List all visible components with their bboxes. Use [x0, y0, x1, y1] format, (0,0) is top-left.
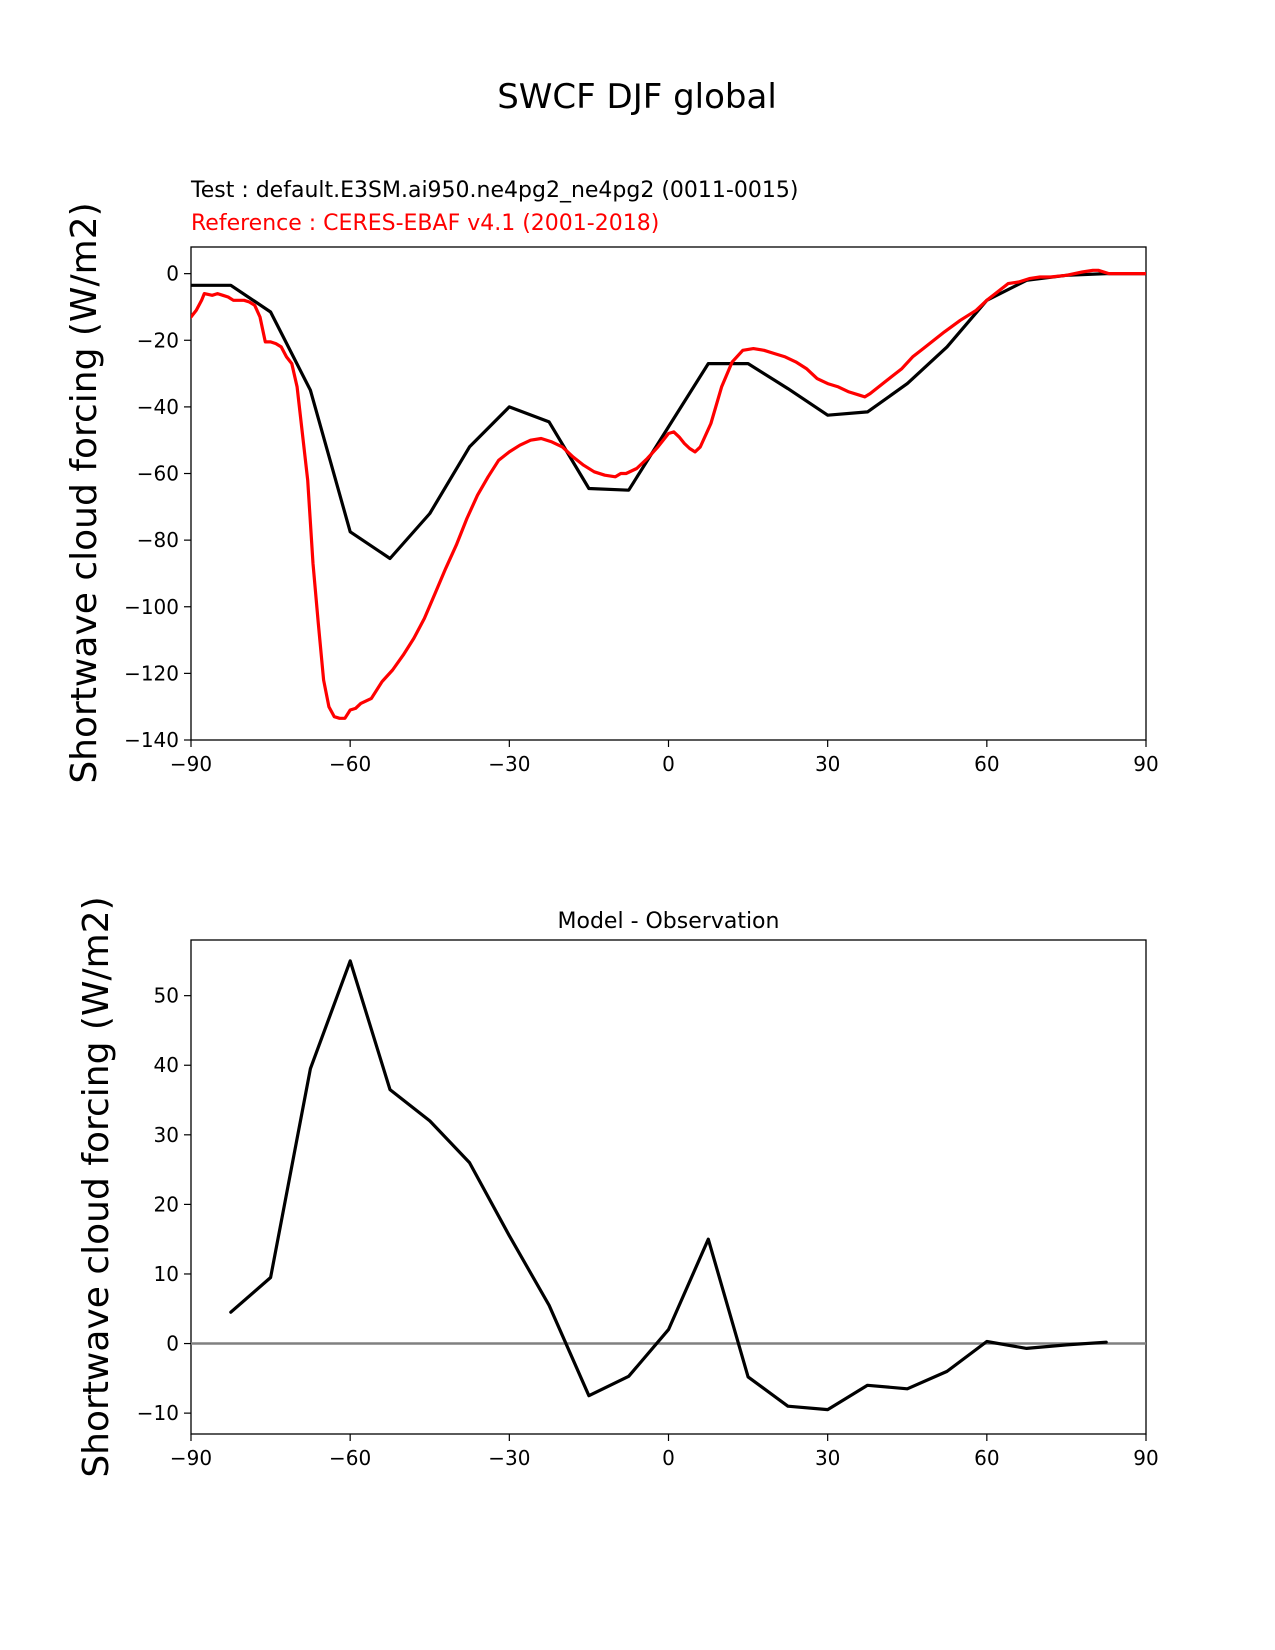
x-tick-label: 0 — [662, 752, 675, 776]
y-tick-label: 10 — [154, 1262, 179, 1286]
y-axis-label: Shortwave cloud forcing (W/m2) — [64, 202, 105, 783]
x-tick-label: 60 — [974, 1446, 999, 1470]
x-tick-label: 60 — [974, 752, 999, 776]
x-tick-label: −90 — [170, 752, 212, 776]
x-tick-label: −30 — [488, 1446, 530, 1470]
figure-title: SWCF DJF global — [497, 77, 777, 117]
y-tick-label: −60 — [137, 462, 179, 486]
series-line-model-observation — [229, 959, 1108, 1412]
top-plot: −90 −60 −30 0 30 60 90 0 −20 −40 −60 −80 −100 −120 −14… — [64, 202, 1159, 783]
x-tick-label: 0 — [662, 1446, 675, 1470]
plot-title: Model - Observation — [558, 909, 780, 934]
y-tick-label: −10 — [137, 1401, 179, 1425]
difference-plot: −90 −60 −30 0 30 60 90 50 40 30 20 10 0 −10 Shortwave … — [76, 896, 1159, 1477]
axes-frame — [190, 939, 1147, 1435]
x-tick-label: −30 — [488, 752, 530, 776]
y-tick-label: −140 — [124, 728, 179, 752]
y-tick-label: 40 — [154, 1053, 179, 1077]
y-tick-label: 0 — [166, 262, 179, 286]
x-tick-label: −60 — [329, 752, 371, 776]
y-tick-label: 20 — [154, 1192, 179, 1216]
y-axis-label: Shortwave cloud forcing (W/m2) — [76, 896, 117, 1477]
y-tick-label: −40 — [137, 395, 179, 419]
x-tick-label: −90 — [170, 1446, 212, 1470]
series-line-test — [191, 272, 1146, 561]
x-tick-label: 30 — [815, 752, 840, 776]
x-tick-label: 90 — [1133, 1446, 1158, 1470]
y-tick-label: 50 — [154, 984, 179, 1008]
y-tick-label: −120 — [124, 661, 179, 685]
y-tick-label: −100 — [124, 595, 179, 619]
x-tick-label: 90 — [1133, 752, 1158, 776]
y-tick-label: 0 — [166, 1332, 179, 1356]
y-tick-label: −20 — [137, 328, 179, 352]
y-tick-label: 30 — [154, 1123, 179, 1147]
reference-label: Reference : CERES-EBAF v4.1 (2001-2018) — [191, 211, 659, 236]
y-tick-label: −80 — [137, 528, 179, 552]
axes-frame — [190, 246, 1147, 741]
x-tick-label: 30 — [815, 1446, 840, 1470]
series-line-reference — [191, 268, 1146, 720]
test-label: Test : default.E3SM.ai950.ne4pg2_ne4pg2 … — [190, 178, 798, 203]
x-tick-label: −60 — [329, 1446, 371, 1470]
